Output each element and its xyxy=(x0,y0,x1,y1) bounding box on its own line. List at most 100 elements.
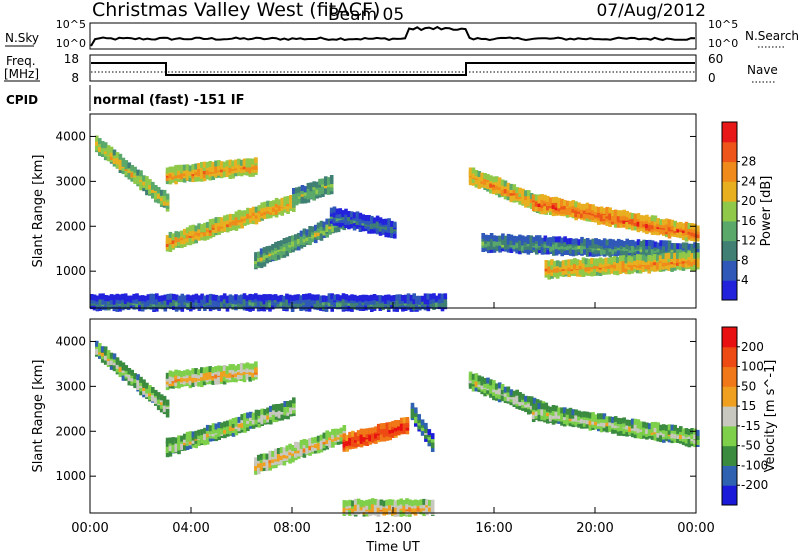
heatmap-cell xyxy=(185,436,190,443)
heatmap-cell xyxy=(696,434,700,440)
heatmap-cell xyxy=(543,408,547,415)
heatmap-cell xyxy=(359,433,364,440)
heatmap-cell xyxy=(291,445,295,451)
heatmap-cell xyxy=(308,231,312,238)
heatmap-cell xyxy=(607,257,611,264)
heatmap-cell xyxy=(622,245,627,252)
heatmap-cell xyxy=(535,235,539,242)
heatmap-cell xyxy=(299,439,304,446)
heatmap-cell xyxy=(492,246,497,253)
heatmap-cell xyxy=(149,297,153,304)
heatmap-cell xyxy=(393,500,398,507)
heatmap-cell xyxy=(345,440,349,447)
heatmap-cell xyxy=(520,244,525,251)
heatmap-cell xyxy=(299,447,304,454)
heatmap-cell xyxy=(180,305,185,312)
heatmap-cell xyxy=(590,257,594,264)
heatmap-cell xyxy=(239,367,244,374)
heatmap-cell xyxy=(667,225,672,232)
heatmap-cell xyxy=(550,263,554,270)
heatmap-cell xyxy=(611,416,615,423)
heatmap-cell xyxy=(557,205,561,212)
heatmap-cell xyxy=(274,462,278,469)
heatmap-cell xyxy=(365,440,370,446)
heatmap-cell xyxy=(492,394,496,401)
heatmap-cell xyxy=(240,216,244,223)
heatmap-cell xyxy=(611,215,615,222)
heatmap-cell xyxy=(585,247,590,254)
heatmap-cell xyxy=(555,272,560,279)
colorbar-tick-label: 8 xyxy=(741,253,749,267)
nsearch-ytick-top: 10^5 xyxy=(708,18,738,31)
heatmap-cell xyxy=(274,241,278,248)
heatmap-cell xyxy=(432,293,436,300)
heatmap-cell xyxy=(664,218,669,225)
heatmap-cell xyxy=(647,222,652,229)
heatmap-cell xyxy=(220,428,224,435)
heatmap-cell xyxy=(188,225,193,232)
colorbar-segment xyxy=(722,445,737,466)
heatmap-cell xyxy=(208,224,213,231)
heatmap-cell xyxy=(480,376,484,383)
heatmap-cell xyxy=(234,215,239,222)
heatmap-cell xyxy=(321,191,325,197)
heatmap-cell xyxy=(217,430,221,437)
cpid-text: normal (fast) -151 IF xyxy=(93,93,244,108)
heatmap-cell xyxy=(608,419,612,426)
heatmap-cell xyxy=(124,368,129,375)
heatmap-cell xyxy=(696,246,700,253)
heatmap-cell xyxy=(622,421,626,428)
heatmap-cell xyxy=(169,300,173,307)
heatmap-cell xyxy=(495,388,499,395)
heatmap-cell xyxy=(251,170,255,177)
heatmap-cell xyxy=(271,416,276,423)
heatmap-cell xyxy=(118,298,122,305)
heatmap-cell xyxy=(523,244,528,250)
heatmap-cell xyxy=(124,163,129,170)
heatmap-cell xyxy=(276,455,281,462)
heatmap-cell xyxy=(563,241,567,248)
heatmap-cell xyxy=(254,361,258,368)
heatmap-cell xyxy=(443,297,448,304)
heatmap-cell xyxy=(509,247,514,253)
heatmap-cell xyxy=(563,417,567,424)
heatmap-cell xyxy=(359,507,364,514)
heatmap-cell xyxy=(537,407,542,414)
heatmap-cell xyxy=(109,294,114,301)
heatmap-cell xyxy=(658,255,663,262)
heatmap-cell xyxy=(416,500,421,507)
heatmap-cell xyxy=(308,444,312,451)
heatmap-cell xyxy=(406,293,411,300)
heatmap-cell xyxy=(535,246,539,253)
heatmap-cell xyxy=(398,297,402,304)
heatmap-cell xyxy=(185,236,190,243)
heatmap-cell xyxy=(608,217,612,224)
heatmap-cell xyxy=(687,243,692,250)
heatmap-cell xyxy=(543,194,547,201)
heatmap-cell xyxy=(506,194,511,201)
velocity-ylabel: Slant Range [km] xyxy=(31,360,46,473)
colorbar-tick-label: 4 xyxy=(741,273,749,287)
heatmap-cell xyxy=(205,230,210,236)
heatmap-cell xyxy=(174,441,178,448)
heatmap-cell xyxy=(174,165,178,171)
heatmap-cell xyxy=(661,260,666,267)
heatmap-cell xyxy=(681,264,686,271)
heatmap-cell xyxy=(308,236,312,243)
heatmap-cell xyxy=(226,427,230,434)
heatmap-cell xyxy=(222,297,227,304)
heatmap-cell xyxy=(673,252,677,259)
heatmap-cell xyxy=(242,166,247,173)
heatmap-cell xyxy=(687,233,692,240)
heatmap-cell xyxy=(286,413,290,420)
heatmap-cell xyxy=(557,407,561,414)
colorbar-tick-label: -100 xyxy=(741,458,768,472)
heatmap-cell xyxy=(348,435,352,442)
heatmap-cell xyxy=(333,302,337,309)
heatmap-cell xyxy=(135,301,139,308)
heatmap-cell xyxy=(214,227,219,233)
heatmap-cell xyxy=(684,253,689,260)
heatmap-cell xyxy=(321,295,326,302)
heatmap-cell xyxy=(362,500,367,507)
heatmap-cell xyxy=(211,166,215,173)
